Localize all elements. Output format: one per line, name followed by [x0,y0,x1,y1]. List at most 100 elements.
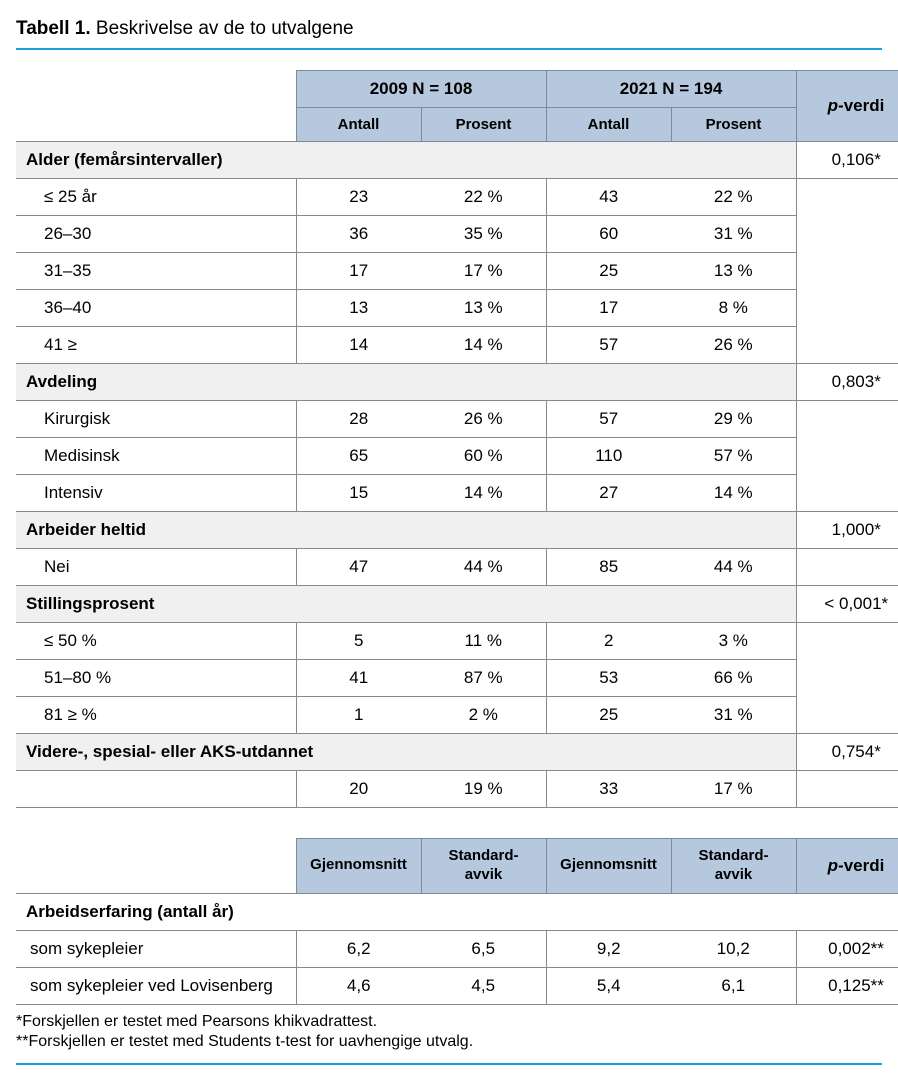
row-label: ≤ 25 år [16,179,296,216]
cell-a-prosent: 2 % [421,697,546,734]
row-label: 26–30 [16,216,296,253]
row-label: 36–40 [16,290,296,327]
row2-label: som sykepleier [16,930,296,967]
cell-b-prosent: 8 % [671,290,796,327]
cell-a-prosent: 14 % [421,327,546,364]
cell-a-antall: 23 [296,179,421,216]
section-label: Arbeider heltid [16,512,796,549]
row-label: Medisinsk [16,438,296,475]
row-label: 51–80 % [16,660,296,697]
section-label: Alder (femårsintervaller) [16,142,796,179]
cell-a-prosent: 14 % [421,475,546,512]
section-p-value: < 0,001* [796,586,898,623]
cell-b-antall: 57 [546,327,671,364]
cell-b-antall: 60 [546,216,671,253]
main-table: 2009 N = 1082021 N = 194p-verdi AntallPro… [16,70,898,808]
cell-a-antall: 5 [296,623,421,660]
col-antall-b: Antall [546,108,671,142]
cell-p-empty [796,771,898,808]
blank-header [16,71,296,142]
blank-header-2 [16,839,296,894]
cell-p-empty [796,697,898,734]
cell-b-antall: 33 [546,771,671,808]
row-label: Nei [16,549,296,586]
cell-b-prosent: 57 % [671,438,796,475]
section-p-value: 0,754* [796,734,898,771]
cell-a-antall: 41 [296,660,421,697]
cell-b-prosent: 26 % [671,327,796,364]
cell2-sd-a: 4,5 [421,967,546,1004]
cell-b-prosent: 17 % [671,771,796,808]
section-p-value: 1,000* [796,512,898,549]
p-header-2: p-verdi [796,839,898,894]
group-b-header: 2021 N = 194 [546,71,796,108]
cell-p-empty [796,549,898,586]
title-rest: Beskrivelse av de to utvalgene [91,18,354,39]
cell2-sd-b: 6,1 [671,967,796,1004]
cell-p-empty [796,179,898,216]
p-header: p-verdi [796,71,898,142]
cell-p-empty [796,327,898,364]
cell2-sd-a: 6,5 [421,930,546,967]
section-p-value: 0,106* [796,142,898,179]
cell-a-antall: 47 [296,549,421,586]
col-prosent-b: Prosent [671,108,796,142]
cell-b-prosent: 31 % [671,697,796,734]
cell2-p: 0,125** [796,967,898,1004]
cell2-mean-b: 9,2 [546,930,671,967]
cell-a-antall: 36 [296,216,421,253]
cell2-mean-a: 6,2 [296,930,421,967]
cell2-p: 0,002** [796,930,898,967]
cell-b-antall: 27 [546,475,671,512]
cell-b-prosent: 29 % [671,401,796,438]
col-mean-b: Gjennomsnitt [546,839,671,894]
section-label: Stillingsprosent [16,586,796,623]
col-sd-b: Standard-avvik [671,839,796,894]
second-table: GjennomsnittStandard-avvikGjennomsnittSt… [16,838,898,1005]
cell-a-antall: 1 [296,697,421,734]
cell-b-antall: 85 [546,549,671,586]
cell2-sd-b: 10,2 [671,930,796,967]
cell-a-prosent: 60 % [421,438,546,475]
cell-p-empty [796,660,898,697]
cell-b-prosent: 44 % [671,549,796,586]
bottom-rule [16,1063,882,1065]
row-label: Kirurgisk [16,401,296,438]
cell2-mean-a: 4,6 [296,967,421,1004]
cell-b-antall: 57 [546,401,671,438]
cell-p-empty [796,216,898,253]
row-label: 31–35 [16,253,296,290]
cell-b-prosent: 14 % [671,475,796,512]
cell-a-antall: 15 [296,475,421,512]
cell-p-empty [796,290,898,327]
group-a-header: 2009 N = 108 [296,71,546,108]
cell2-mean-b: 5,4 [546,967,671,1004]
cell-b-prosent: 66 % [671,660,796,697]
cell-b-prosent: 31 % [671,216,796,253]
cell-b-antall: 2 [546,623,671,660]
cell-a-antall: 65 [296,438,421,475]
footnote-1: *Forskjellen er testet med Pearsons khik… [16,1013,882,1031]
cell-a-prosent: 11 % [421,623,546,660]
cell-b-prosent: 13 % [671,253,796,290]
table-title: Tabell 1. Beskrivelse av de to utvalgene [16,18,882,40]
cell-a-antall: 20 [296,771,421,808]
cell-a-antall: 13 [296,290,421,327]
cell-p-empty [796,438,898,475]
section-label: Avdeling [16,364,796,401]
section-p-value: 0,803* [796,364,898,401]
footnote-2: **Forskjellen er testet med Students t-t… [16,1033,882,1051]
cell-a-prosent: 19 % [421,771,546,808]
col-mean-a: Gjennomsnitt [296,839,421,894]
cell-b-antall: 110 [546,438,671,475]
cell-b-antall: 53 [546,660,671,697]
cell-p-empty [796,401,898,438]
cell-a-prosent: 44 % [421,549,546,586]
cell-a-prosent: 87 % [421,660,546,697]
cell-b-antall: 17 [546,290,671,327]
cell-b-prosent: 22 % [671,179,796,216]
top-rule [16,48,882,50]
cell-p-empty [796,253,898,290]
row-label: 81 ≥ % [16,697,296,734]
cell-a-prosent: 35 % [421,216,546,253]
